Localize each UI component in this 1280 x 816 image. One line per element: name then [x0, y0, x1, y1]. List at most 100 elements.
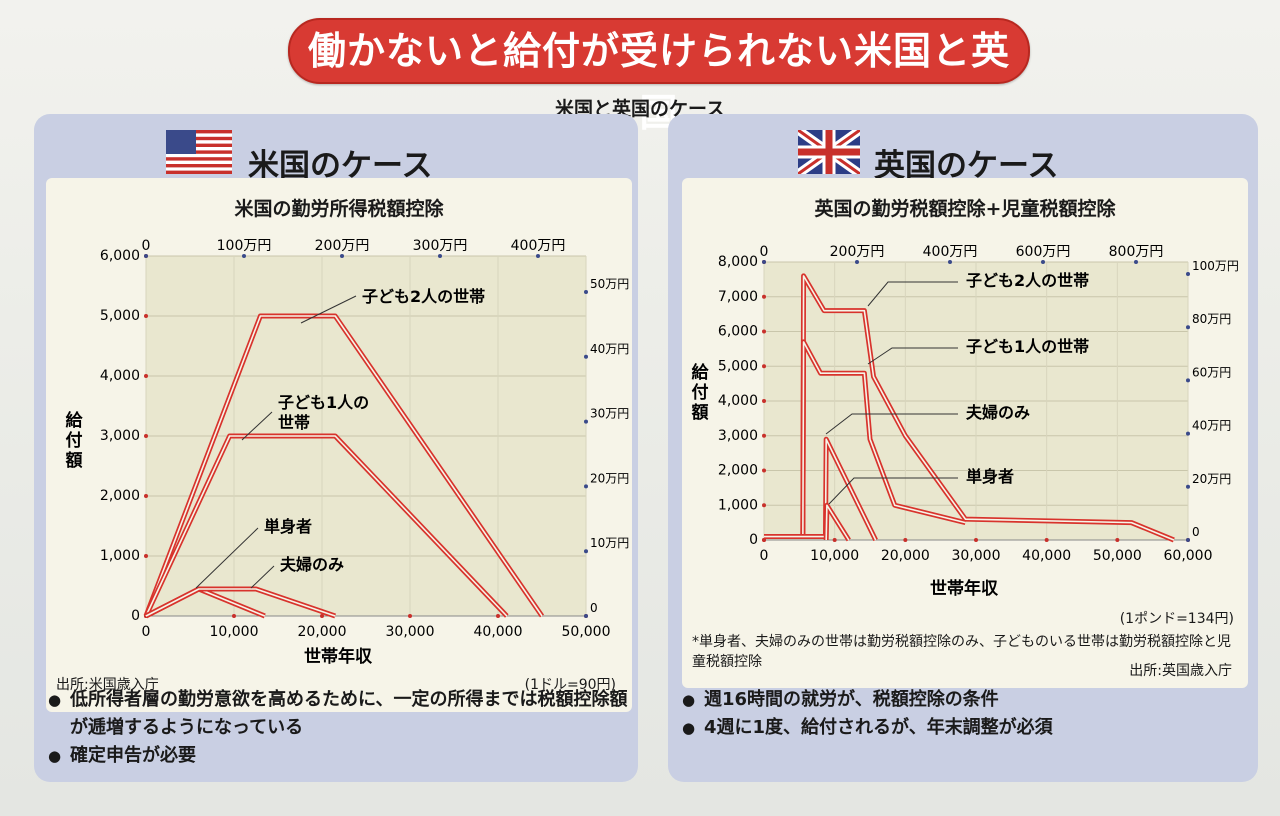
- uk-y-tick-dot: [762, 329, 766, 334]
- uk-right-tick-dot: [1186, 431, 1190, 436]
- page-banner: 働かないと給付が受けられない米国と英国: [288, 18, 1030, 135]
- uk-top-tick-label: 0: [760, 244, 769, 260]
- us-series-line-inner: [145, 435, 508, 617]
- us-flag-icon: [166, 130, 232, 174]
- us-right-tick-label: 50万円: [590, 277, 629, 291]
- uk-annotation: 子ども1人の世帯: [966, 337, 1089, 356]
- uk-annotation-leader: [825, 413, 958, 435]
- uk-y-tick-label: 2,000: [718, 463, 758, 479]
- us-x-tick-dot: [408, 614, 412, 618]
- us-y-tick-label: 4,000: [100, 368, 140, 384]
- us-chart-box: 米国の勤労所得税額控除 0 1,000 2,000 3,000 4,000 5,000 6,…: [46, 178, 632, 712]
- uk-annotation: 夫婦のみ: [966, 403, 1030, 422]
- us-top-tick-dot: [242, 254, 246, 258]
- uk-right-tick-label: 40万円: [1192, 419, 1231, 433]
- uk-y-tick-label: 8,000: [718, 254, 758, 270]
- us-top-tick-dot: [340, 254, 344, 258]
- us-x-tick-label: 40,000: [474, 624, 523, 640]
- uk-bullets: 週16時間の就労が、税額控除の条件 4週に1度、給付されるが、年末調整が必須: [682, 686, 1242, 742]
- us-panel: 米国のケース 米国の勤労所得税額控除 0 1,000 2,000 3,000 4,000…: [34, 114, 638, 782]
- uk-right-tick-dot: [1186, 272, 1190, 276]
- uk-right-tick-dot: [1186, 378, 1190, 383]
- uk-top-tick-dot: [948, 260, 952, 264]
- uk-right-tick-dot: [1186, 538, 1190, 542]
- uk-bullet: 4週に1度、給付されるが、年末調整が必須: [682, 714, 1242, 742]
- uk-y-tick-dot: [762, 468, 766, 473]
- uk-right-tick-dot: [1186, 484, 1190, 489]
- uk-top-tick-dot: [1134, 260, 1138, 264]
- uk-top-tick-dot: [1041, 260, 1045, 264]
- uk-y-tick-dot: [762, 364, 766, 369]
- us-annotation-leader: [241, 411, 273, 441]
- uk-chart-title: 英国の勤労税額控除+児童税額控除: [814, 198, 1116, 220]
- us-bullets: 低所得者層の勤労意欲を高めるために、一定の所得までは税額控除額が逓増するようにな…: [48, 686, 628, 770]
- uk-series-line-inner: [764, 341, 966, 538]
- us-x-tick-label: 10,000: [210, 624, 259, 640]
- us-top-tick-label: 300万円: [413, 238, 468, 254]
- uk-x-tick-dot: [974, 538, 978, 542]
- us-right-tick-dot: [584, 290, 588, 294]
- uk-x-axis-label: 世帯年収: [930, 578, 999, 599]
- uk-right-tick-label: 0: [1192, 525, 1200, 539]
- uk-y-tick-dot: [762, 433, 766, 438]
- uk-x-tick-label: 20,000: [881, 548, 930, 564]
- uk-right-tick-label: 80万円: [1192, 312, 1231, 326]
- uk-top-tick-label: 200万円: [830, 244, 885, 260]
- uk-top-tick-label: 600万円: [1016, 244, 1071, 260]
- uk-y-tick-label: 0: [749, 532, 758, 548]
- uk-annotation: 単身者: [966, 467, 1014, 486]
- uk-top-tick-label: 800万円: [1109, 244, 1164, 260]
- uk-chart: 0 1,000 2,000 3,000 4,000 5,000 6,000 7,000 8,00…: [691, 244, 1239, 599]
- us-right-tick-label: 0: [590, 601, 598, 615]
- us-annotation: 子ども2人の世帯: [362, 287, 485, 306]
- uk-annotation: 子ども2人の世帯: [966, 271, 1089, 290]
- us-x-tick-label: 20,000: [298, 624, 347, 640]
- uk-y-tick-dot: [762, 503, 766, 508]
- uk-y-tick-label: 5,000: [718, 358, 758, 374]
- us-y-tick-label: 3,000: [100, 428, 140, 444]
- us-y-tick-label: 0: [131, 608, 140, 624]
- us-annotation: 子ども1人の世帯: [278, 393, 369, 432]
- uk-x-tick-label: 50,000: [1093, 548, 1142, 564]
- uk-x-tick-label: 30,000: [952, 548, 1001, 564]
- uk-x-tick-dot: [1044, 538, 1049, 542]
- uk-right-tick-label: 20万円: [1192, 472, 1231, 486]
- us-top-tick-dot: [144, 254, 148, 258]
- uk-y-tick-label: 3,000: [718, 428, 758, 444]
- us-x-tick-label: 0: [142, 624, 151, 640]
- uk-y-tick-dot: [762, 294, 766, 299]
- us-y-tick-label: 1,000: [100, 548, 140, 564]
- us-top-tick-label: 0: [142, 238, 151, 254]
- us-x-tick-dot: [232, 614, 236, 618]
- uk-top-tick-dot: [762, 260, 766, 264]
- uk-series-line-inner: [825, 504, 850, 541]
- us-y-tick-label: 6,000: [100, 248, 140, 264]
- us-y-axis-label: 給付額: [65, 410, 84, 471]
- us-right-tick-dot: [584, 614, 588, 618]
- uk-source: 出所:英国歳入庁: [1129, 663, 1232, 679]
- us-series-line-inner: [145, 315, 543, 617]
- us-right-tick-label: 30万円: [590, 407, 629, 421]
- uk-x-tick-dot: [1115, 538, 1120, 542]
- uk-annotation-leader: [867, 281, 958, 307]
- us-annotation-leader: [195, 527, 259, 589]
- us-x-tick-dot: [320, 614, 324, 618]
- uk-x-tick-label: 40,000: [1022, 548, 1071, 564]
- uk-y-axis-label: 給付額: [691, 362, 710, 423]
- uk-x-tick-label: 60,000: [1164, 548, 1213, 564]
- uk-y-tick-label: 4,000: [718, 393, 758, 409]
- us-top-tick-label: 200万円: [315, 238, 370, 254]
- uk-right-tick-label: 60万円: [1192, 365, 1231, 379]
- uk-x-tick-dot: [832, 538, 837, 542]
- us-right-tick-dot: [584, 419, 588, 424]
- uk-panel: 英国のケース 英国の勤労税額控除+児童税額控除 0 1,000 2,000 3,000…: [668, 114, 1258, 782]
- uk-chart-box: 英国の勤労税額控除+児童税額控除 0 1,000 2,000 3,000 4,000 5,…: [682, 178, 1248, 688]
- us-x-tick-label: 50,000: [562, 624, 611, 640]
- uk-right-tick-dot: [1186, 325, 1190, 330]
- us-y-tick-label: 2,000: [100, 488, 140, 504]
- uk-note: *単身者、夫婦のみの世帯は勤労税額控除のみ、子どものいる世帯は勤労税額控除と児童…: [692, 634, 1231, 670]
- us-right-tick-label: 40万円: [590, 342, 629, 356]
- us-right-tick-dot: [584, 354, 588, 359]
- us-annotation: 夫婦のみ: [280, 555, 344, 574]
